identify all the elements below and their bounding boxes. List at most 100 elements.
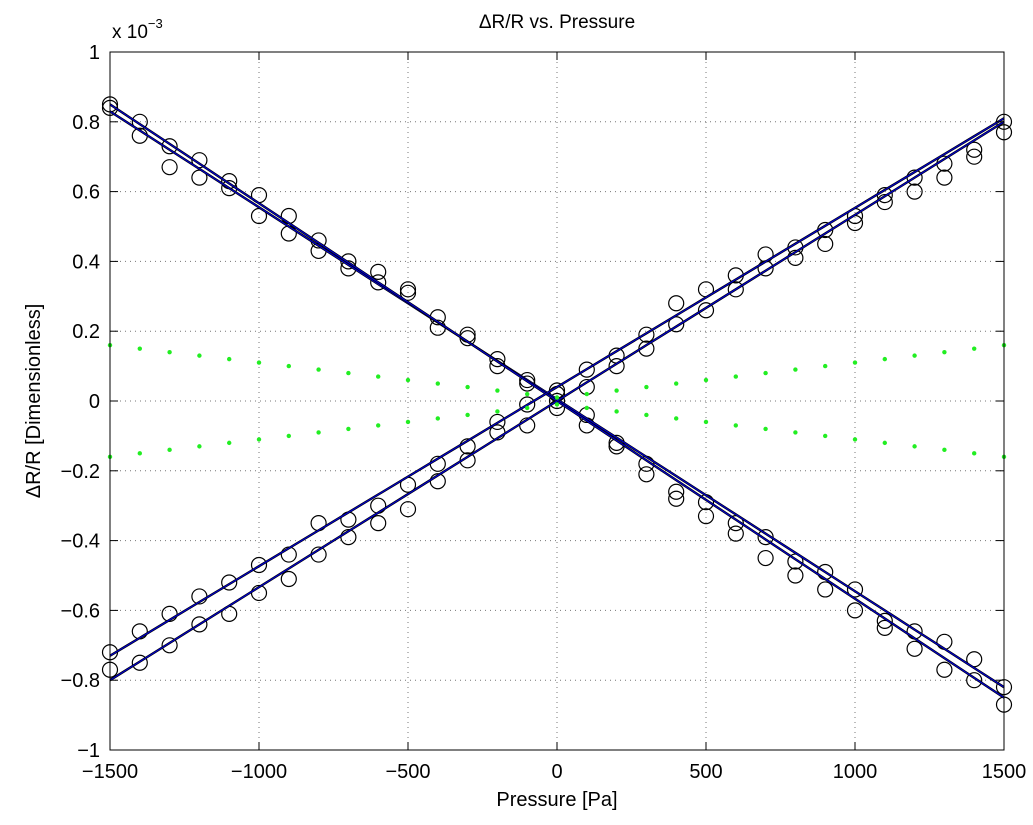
measured-point bbox=[370, 274, 387, 291]
bound-point bbox=[346, 426, 351, 432]
measured-point bbox=[906, 640, 923, 657]
y-axis-multiplier: x 10−3 bbox=[112, 16, 163, 43]
bound-point bbox=[256, 360, 262, 365]
bound-point bbox=[346, 370, 351, 376]
bound-point bbox=[644, 384, 649, 390]
fit-line bbox=[109, 117, 1005, 657]
x-tick-label: 500 bbox=[689, 761, 722, 783]
measured-point bbox=[817, 581, 834, 598]
x-tick-label: −1500 bbox=[82, 761, 138, 783]
y-tick-label: 1 bbox=[89, 42, 100, 64]
measured-point bbox=[817, 235, 834, 253]
measured-point bbox=[936, 661, 953, 678]
measured-point bbox=[846, 581, 864, 598]
y-tick-label: 0 bbox=[89, 391, 100, 413]
measured-point bbox=[936, 169, 953, 186]
measured-point bbox=[280, 570, 297, 588]
y-axis-multiplier-base: x 10 bbox=[112, 22, 148, 43]
bound-point bbox=[793, 367, 798, 372]
bound-point bbox=[942, 349, 947, 355]
y-tick-label: −0.2 bbox=[61, 461, 100, 483]
x-tick-label: 1500 bbox=[982, 761, 1027, 783]
measured-point bbox=[638, 466, 655, 483]
measured-point bbox=[668, 295, 685, 312]
bound-point bbox=[763, 370, 768, 376]
measured-point bbox=[191, 616, 208, 633]
tick-marks bbox=[109, 51, 1005, 751]
y-tick-label: 0.4 bbox=[72, 251, 100, 273]
measured-point bbox=[668, 483, 685, 500]
y-tick-label: 0.8 bbox=[72, 112, 100, 134]
measured-point bbox=[966, 141, 983, 158]
measured-point bbox=[548, 392, 566, 410]
measured-point bbox=[399, 281, 417, 298]
bound-point bbox=[465, 384, 470, 390]
measured-point bbox=[161, 605, 178, 622]
bound-point bbox=[972, 451, 977, 456]
bound-point bbox=[703, 377, 709, 383]
measured-point bbox=[787, 567, 804, 584]
y-axis-multiplier-exponent: −3 bbox=[148, 16, 163, 31]
bound-point bbox=[614, 388, 619, 393]
bound-point bbox=[674, 416, 679, 421]
bound-point bbox=[405, 419, 411, 425]
measured-point bbox=[727, 525, 744, 542]
x-tick-label: 0 bbox=[551, 761, 562, 783]
measured-point bbox=[697, 302, 715, 319]
measured-point bbox=[131, 654, 148, 671]
measured-point bbox=[221, 574, 238, 591]
measured-point bbox=[906, 183, 923, 200]
measured-point bbox=[608, 358, 625, 375]
bound-point bbox=[823, 433, 828, 439]
bound-point bbox=[376, 374, 381, 379]
bound-point bbox=[286, 433, 291, 439]
bound-point bbox=[674, 381, 679, 386]
measured-point bbox=[489, 351, 506, 368]
bound-point bbox=[584, 391, 589, 397]
measured-point bbox=[519, 371, 536, 389]
bound-point bbox=[435, 381, 440, 386]
x-tick-labels: −1500 −1000 −500 0 500 1000 1500 bbox=[82, 761, 1026, 783]
x-tick-label: 1000 bbox=[833, 761, 878, 783]
bound-point bbox=[227, 356, 232, 362]
measured-point bbox=[727, 281, 744, 298]
x-tick-label: −500 bbox=[385, 761, 430, 783]
bound-point bbox=[733, 374, 738, 379]
bound-point bbox=[942, 447, 947, 453]
bound-point bbox=[882, 356, 887, 362]
measured-point bbox=[966, 148, 983, 165]
measured-point bbox=[876, 612, 893, 629]
measured-point bbox=[668, 490, 685, 507]
y-axis-title: ΔR/R [Dimensionless] bbox=[23, 304, 45, 499]
bound-point bbox=[137, 451, 142, 456]
bound-point bbox=[554, 395, 560, 400]
bound-point bbox=[882, 440, 887, 446]
bound-point bbox=[763, 426, 768, 432]
grid-lines bbox=[110, 52, 1004, 750]
bound-point bbox=[376, 423, 381, 428]
bound-point bbox=[823, 363, 828, 369]
bound-point bbox=[852, 360, 858, 365]
bound-point bbox=[525, 405, 530, 411]
measured-point bbox=[370, 515, 387, 532]
measured-point bbox=[578, 361, 595, 378]
y-tick-label: 0.2 bbox=[72, 321, 100, 343]
y-tick-label: −1 bbox=[77, 740, 100, 762]
y-tick-label: −0.6 bbox=[61, 600, 100, 622]
y-tick-label: −0.4 bbox=[61, 531, 100, 553]
bound-point bbox=[703, 419, 709, 425]
bound-point bbox=[525, 391, 530, 397]
bound-point bbox=[554, 402, 560, 407]
measured-point bbox=[399, 501, 417, 518]
measured-point bbox=[966, 672, 983, 689]
x-axis-title: Pressure [Pa] bbox=[496, 789, 617, 811]
bound-point bbox=[972, 346, 977, 351]
measured-point bbox=[399, 284, 417, 301]
bound-point bbox=[316, 430, 321, 435]
y-tick-label: 0.6 bbox=[72, 182, 100, 204]
bound-point bbox=[227, 440, 232, 446]
bound-point bbox=[405, 377, 411, 383]
bound-point bbox=[644, 412, 649, 418]
measured-point bbox=[489, 413, 506, 431]
